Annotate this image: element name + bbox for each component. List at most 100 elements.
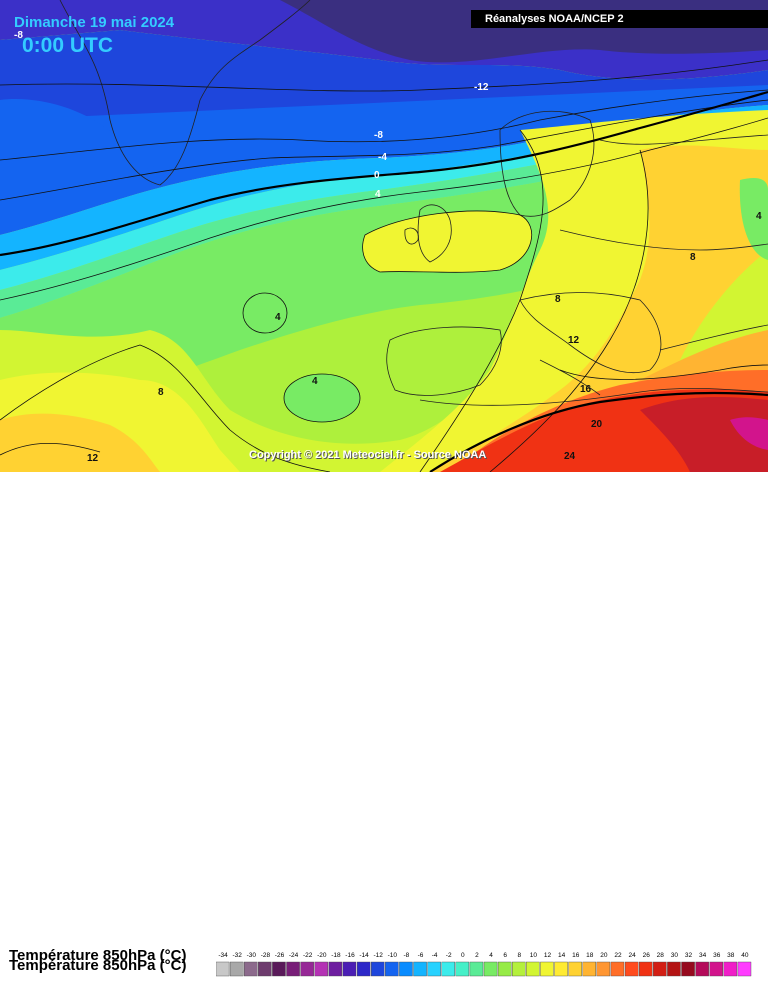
band-magenta — [730, 417, 768, 450]
contour-label: -8 — [374, 130, 383, 141]
color-scale-legend: -34 -32 -30 -28 -26 -24 -22 -20 -18 -16 -14 -12 -10-… — [216, 952, 752, 977]
contour-label: 4 — [756, 211, 762, 222]
legend-tick-label: 24 — [628, 952, 636, 959]
legend-swatch — [667, 961, 681, 977]
contour-label: 8 — [690, 252, 696, 263]
green-blob-west — [243, 293, 287, 333]
legend-swatch — [370, 961, 385, 977]
legend-swatch — [427, 961, 441, 977]
contour-label: 16 — [580, 384, 592, 395]
legend-tick-label: -4 — [432, 952, 438, 959]
legend-swatch — [244, 961, 258, 977]
legend-swatch — [681, 961, 695, 977]
legend-swatch — [624, 961, 639, 977]
legend-swatch — [540, 961, 554, 977]
contour-label: 12 — [568, 335, 580, 346]
contour-label: 24 — [564, 451, 576, 462]
yellow-blob-uk — [362, 211, 532, 273]
contour-label: -8 — [14, 30, 23, 41]
legend-tick-label: 0 — [461, 952, 465, 959]
isotherms — [0, 59, 768, 472]
legend-tick-label: -2 — [446, 952, 452, 959]
legend-swatch — [286, 961, 300, 977]
legend-tick-label: -18 — [331, 952, 341, 959]
legend-swatch — [314, 961, 328, 977]
legend-tick-label: -20 — [317, 952, 327, 959]
legend-tick-label: 14 — [558, 952, 566, 959]
legend-swatch — [216, 961, 230, 977]
date-label: Dimanche 19 mai 2024 — [14, 14, 175, 31]
band-dark-red — [640, 397, 768, 472]
legend-swatch — [229, 961, 244, 977]
legend-swatch — [413, 961, 427, 977]
legend-tick-label: 16 — [572, 952, 580, 959]
legend-tick-label: 30 — [671, 952, 679, 959]
legend-swatch — [356, 961, 371, 977]
band-orange-light — [0, 413, 160, 472]
legend-tick-label: 22 — [614, 952, 622, 959]
coastlines — [59, 0, 768, 406]
legend-tick-label: 18 — [586, 952, 594, 959]
legend-swatch — [483, 961, 498, 977]
legend-swatch — [526, 961, 540, 977]
legend-swatch — [441, 961, 455, 977]
contour-label: -4 — [378, 152, 387, 163]
legend-tick-label: 2 — [475, 952, 479, 959]
green-blob-east — [739, 178, 768, 260]
legend-footer: Température 850hPa (°C) Température 850h… — [0, 472, 768, 977]
legend-tick-label: 34 — [699, 952, 707, 959]
legend-tick-label: 36 — [713, 952, 721, 959]
contour-label: 20 — [591, 419, 603, 430]
copyright-text: Copyright © 2021 Meteociel.fr - Source N… — [249, 449, 487, 461]
legend-tick-label: -16 — [345, 952, 355, 959]
legend-swatch — [385, 961, 399, 977]
legend-swatch — [737, 961, 752, 977]
legend-tick-label: -32 — [232, 952, 242, 959]
contour-label: 0 — [374, 170, 380, 181]
legend-tick-label: 32 — [685, 952, 693, 959]
legend-tick-label: -30 — [247, 952, 257, 959]
legend-swatch — [258, 961, 272, 977]
contour-label: 4 — [375, 189, 381, 200]
cold-core-greenland — [0, 99, 170, 177]
legend-tick-label: 28 — [657, 952, 665, 959]
band-light-orange — [430, 145, 768, 472]
contour-label: -12 — [474, 82, 489, 93]
temperature-map: -8 -12 -8 -4 0 4 4 4 4 8 8 8 12 12 16 20… — [0, 0, 768, 472]
legend-swatch — [300, 961, 314, 977]
legend-tick-label: -12 — [373, 952, 383, 959]
legend-swatch — [568, 961, 582, 977]
legend-tick-label: 8 — [517, 952, 521, 959]
contour-label: 12 — [87, 453, 99, 464]
band-blue — [0, 85, 768, 235]
legend-swatch — [596, 961, 611, 977]
legend-tick-label: 20 — [600, 952, 608, 959]
legend-swatch — [554, 961, 568, 977]
legend-swatch — [497, 961, 512, 977]
contour-label: 8 — [555, 294, 561, 305]
legend-tick-label: 10 — [530, 952, 538, 959]
legend-swatch — [399, 961, 413, 977]
legend-tick-label: 38 — [727, 952, 735, 959]
legend-swatch — [512, 961, 526, 977]
legend-swatch — [469, 961, 484, 977]
contour-labels: -8 -12 -8 -4 0 4 4 4 4 8 8 8 12 12 16 20… — [14, 30, 762, 464]
contour-label: 4 — [275, 312, 281, 323]
legend-tick-label: -28 — [261, 952, 271, 959]
legend-tick-label: -6 — [418, 952, 424, 959]
legend-tick-label: -14 — [359, 952, 369, 959]
legend-tick-label: 40 — [741, 952, 749, 959]
legend-swatch — [610, 961, 625, 977]
legend-swatch — [695, 961, 709, 977]
legend-swatch — [342, 961, 357, 977]
legend-tick-label: 6 — [503, 952, 507, 959]
legend-tick-label: 4 — [489, 952, 493, 959]
contour-label: 8 — [158, 387, 164, 398]
legend-swatch — [709, 961, 724, 977]
variable-title-echo: Température 850hPa (°C) — [9, 957, 187, 974]
legend-tick-label: -26 — [275, 952, 285, 959]
legend-tick-label: -24 — [289, 952, 299, 959]
legend-tick-label: 26 — [643, 952, 651, 959]
contour-label: 4 — [312, 376, 318, 387]
legend-swatch — [328, 961, 343, 977]
